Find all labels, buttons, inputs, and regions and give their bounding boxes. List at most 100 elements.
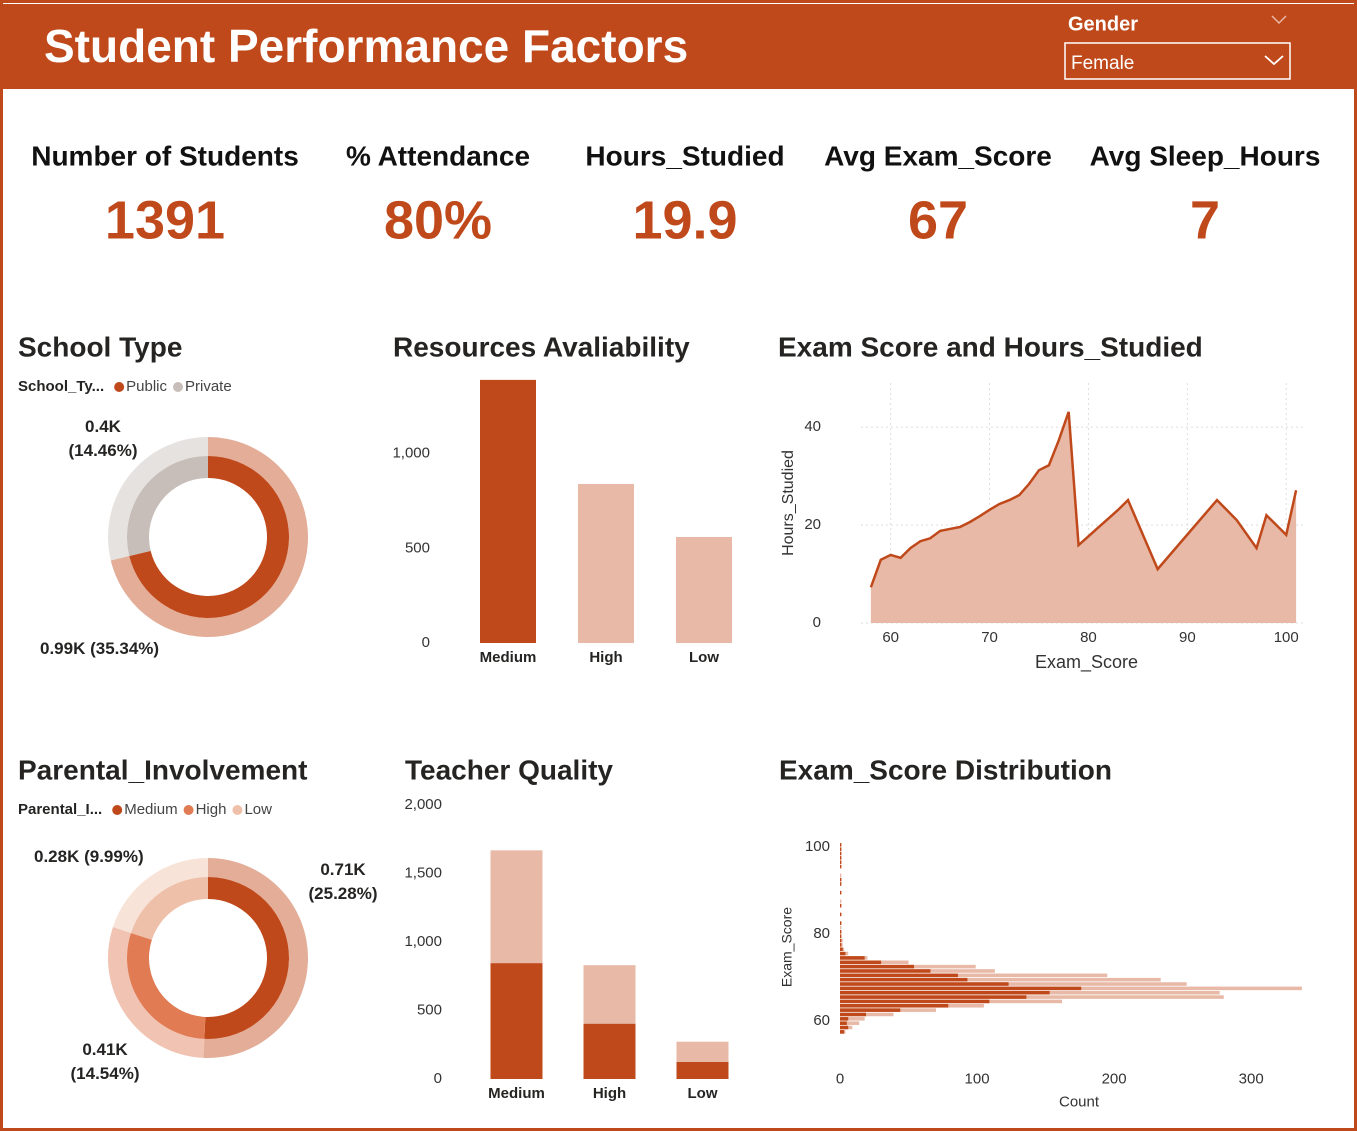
bar bbox=[480, 379, 536, 643]
histogram-bar bbox=[840, 982, 1187, 986]
kpi-value: 80% bbox=[384, 190, 492, 250]
legend-label: Medium bbox=[124, 801, 177, 818]
chart-title: Exam_Score Distribution bbox=[779, 754, 1112, 785]
bar-segment bbox=[676, 1061, 729, 1079]
histogram-bar bbox=[840, 930, 842, 934]
x-tick-label: High bbox=[589, 649, 622, 666]
histogram-bar bbox=[840, 986, 1082, 991]
chart-title: Parental_Involvement bbox=[18, 754, 307, 785]
area-line bbox=[869, 411, 1298, 588]
chart-title: Resources Avaliability bbox=[393, 331, 690, 362]
histogram-bar bbox=[840, 873, 842, 878]
x-tick-label: 200 bbox=[1102, 1070, 1127, 1087]
histogram-bar bbox=[840, 1017, 865, 1021]
histogram-bar bbox=[840, 938, 842, 943]
y-axis-title: Hours_Studied bbox=[780, 450, 797, 556]
legend-title: Parental_I... bbox=[18, 801, 102, 818]
x-tick-label: 90 bbox=[1179, 629, 1196, 646]
legend-label: Low bbox=[244, 801, 272, 818]
data-label: 0.99K (35.34%) bbox=[40, 639, 160, 658]
slicer-dropdown[interactable] bbox=[1064, 42, 1291, 80]
x-tick-label: Low bbox=[688, 1085, 718, 1102]
histogram-bar bbox=[840, 1021, 860, 1025]
histogram-bar bbox=[840, 882, 842, 886]
histogram-bar bbox=[840, 1030, 845, 1034]
histogram-bar bbox=[840, 847, 842, 851]
legend-marker bbox=[114, 382, 125, 392]
histogram-bar bbox=[840, 990, 1050, 995]
histogram-bar bbox=[840, 925, 842, 930]
legend-marker bbox=[173, 382, 183, 392]
x-tick-label: Medium bbox=[480, 649, 537, 666]
donut-outer-segment bbox=[203, 858, 309, 1058]
histogram-bar bbox=[840, 969, 931, 973]
kpi-label: Number of Students bbox=[31, 140, 299, 171]
kpi-value: 1391 bbox=[105, 190, 225, 250]
y-tick-label: 60 bbox=[813, 1012, 830, 1029]
y-tick-label: 40 bbox=[804, 418, 821, 435]
y-tick-label: 0 bbox=[434, 1070, 442, 1087]
data-label: 0.71K (25.28%) bbox=[308, 860, 378, 903]
y-tick-label: 100 bbox=[805, 838, 830, 855]
bar-segment bbox=[490, 963, 543, 1079]
histogram-bar bbox=[840, 999, 990, 1004]
area-fill bbox=[870, 411, 1297, 623]
x-tick-label: Low bbox=[689, 649, 719, 666]
x-tick-label: 80 bbox=[1080, 629, 1097, 646]
data-label: 0.28K (9.99%) bbox=[34, 847, 144, 866]
legend-marker bbox=[232, 805, 243, 815]
histogram-bar bbox=[840, 947, 843, 951]
histogram-bar bbox=[840, 1021, 847, 1025]
slicer-label: Gender bbox=[1068, 13, 1138, 35]
bar-segment bbox=[583, 1023, 636, 1079]
donut-outer-segment bbox=[107, 927, 205, 1058]
x-tick-label: 100 bbox=[965, 1070, 990, 1087]
slicer-value[interactable]: Female bbox=[1071, 53, 1134, 74]
kpi-label: % Attendance bbox=[346, 140, 530, 171]
x-tick-label: 70 bbox=[981, 629, 998, 646]
histogram-bar bbox=[840, 943, 842, 947]
slicer-collapse[interactable] bbox=[1271, 15, 1287, 25]
bar bbox=[676, 537, 732, 643]
bar bbox=[578, 484, 634, 643]
y-tick-label: 500 bbox=[417, 1001, 442, 1018]
dropdown-chevron[interactable] bbox=[1264, 55, 1284, 66]
donut-outer-segment bbox=[112, 858, 208, 933]
histogram-bar bbox=[840, 1004, 949, 1008]
bar-segment bbox=[676, 1041, 729, 1062]
histogram-bar bbox=[840, 951, 846, 956]
kpi-label: Avg Sleep_Hours bbox=[1090, 140, 1321, 171]
histogram-bar bbox=[840, 1012, 867, 1017]
y-tick-label: 0 bbox=[813, 614, 821, 631]
y-tick-label: 1,000 bbox=[404, 933, 442, 950]
histogram-bar bbox=[840, 964, 915, 969]
legend-label: Public bbox=[126, 378, 167, 395]
y-tick-label: 80 bbox=[813, 925, 830, 942]
data-label: 0.41K (14.54%) bbox=[70, 1040, 140, 1083]
x-axis-title: Count bbox=[1059, 1093, 1100, 1110]
donut-segment bbox=[127, 456, 208, 557]
chart-title: School Type bbox=[18, 331, 182, 362]
y-tick-label: 20 bbox=[804, 516, 821, 533]
y-tick-label: 1,000 bbox=[392, 445, 430, 462]
histogram-bar bbox=[840, 977, 968, 982]
x-axis-title: Exam_Score bbox=[1035, 652, 1138, 673]
x-tick-label: High bbox=[593, 1085, 626, 1102]
chart-title: Teacher Quality bbox=[405, 754, 613, 785]
histogram-bar bbox=[840, 934, 842, 938]
donut-segment bbox=[204, 877, 290, 1039]
page-title: Student Performance Factors bbox=[44, 20, 688, 72]
y-tick-label: 1,500 bbox=[404, 864, 442, 881]
kpi-value: 7 bbox=[1190, 190, 1220, 250]
histogram-bar bbox=[840, 843, 842, 847]
x-tick-label: Medium bbox=[488, 1085, 545, 1102]
bar-segment bbox=[490, 850, 543, 964]
donut-segment bbox=[130, 877, 208, 940]
histogram-bar bbox=[840, 1008, 901, 1012]
histogram-bar bbox=[840, 1012, 894, 1017]
y-tick-label: 2,000 bbox=[404, 796, 442, 813]
histogram-bar bbox=[840, 973, 958, 978]
histogram-bar bbox=[840, 903, 842, 908]
